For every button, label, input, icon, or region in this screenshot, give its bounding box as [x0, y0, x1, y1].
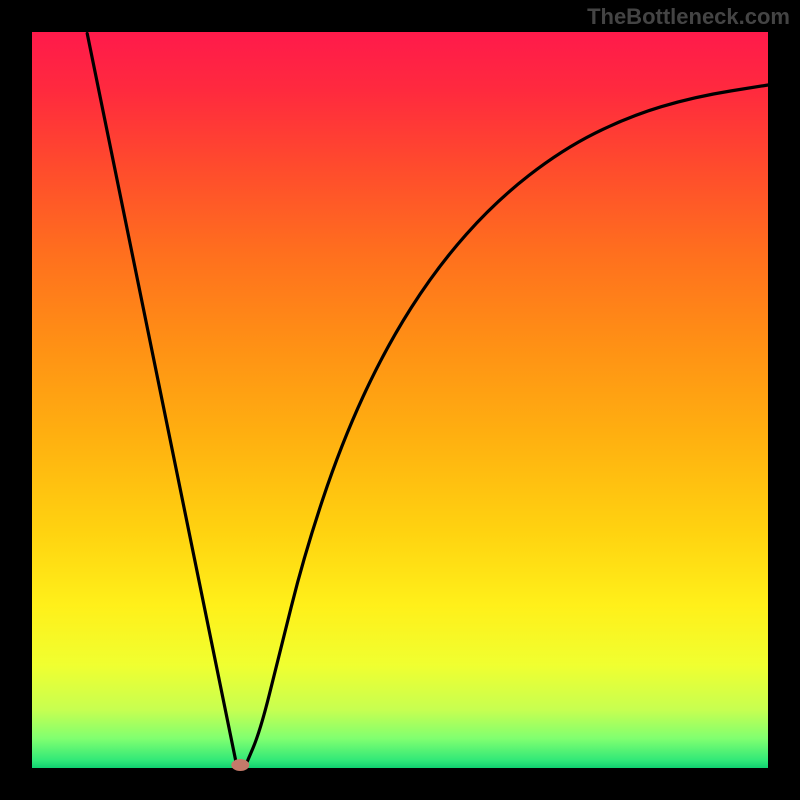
- chart-svg: [0, 0, 800, 800]
- plot-background: [32, 32, 768, 768]
- minimum-marker: [231, 759, 249, 771]
- chart-container: TheBottleneck.com: [0, 0, 800, 800]
